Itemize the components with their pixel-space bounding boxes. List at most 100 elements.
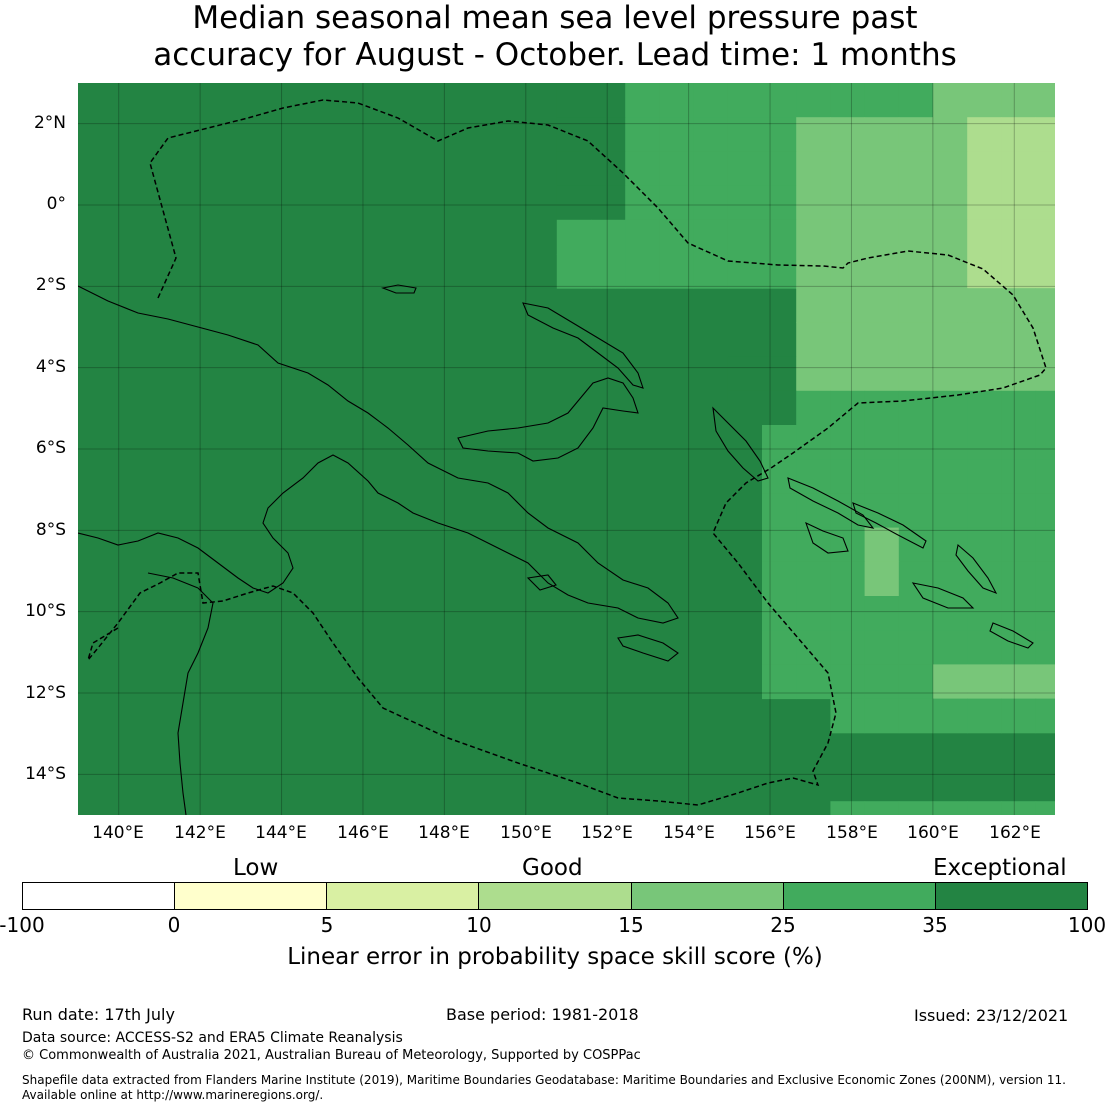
skill-cell xyxy=(967,801,1002,815)
skill-cell xyxy=(625,117,660,152)
copyright: © Commonwealth of Australia 2021, Austra… xyxy=(22,1048,641,1063)
skill-cell xyxy=(967,630,1002,665)
skill-cell xyxy=(864,425,900,460)
lat-tick: 4°S xyxy=(35,357,66,377)
skill-cell xyxy=(967,596,1002,631)
skill-cell xyxy=(1035,151,1055,187)
skill-cell xyxy=(1001,698,1037,734)
skill-cell xyxy=(625,151,660,187)
coastline-cape-york xyxy=(177,587,214,815)
shapefile-credit-1: Shapefile data extracted from Flanders M… xyxy=(22,1073,1066,1087)
skill-cell xyxy=(591,219,626,255)
skill-cell xyxy=(967,493,1002,529)
skill-cell xyxy=(1001,596,1037,631)
skill-cell xyxy=(933,596,968,631)
skill-cell xyxy=(967,288,1002,323)
lat-tick: 14°S xyxy=(25,764,66,784)
skill-cell xyxy=(1001,151,1037,187)
lon-tick: 160°E xyxy=(907,823,959,843)
title-line-1: Median seasonal mean sea level pressure … xyxy=(192,0,918,36)
skill-cell xyxy=(830,185,866,221)
skill-cell xyxy=(762,117,797,152)
skill-cell xyxy=(1001,117,1037,152)
skill-cell xyxy=(933,664,968,700)
skill-cell xyxy=(933,219,968,255)
coastline-bougainville xyxy=(712,406,769,482)
skill-cell xyxy=(830,254,866,289)
skill-cell xyxy=(693,117,729,152)
skill-cell xyxy=(659,185,695,221)
skill-cell xyxy=(933,801,968,815)
skill-cell xyxy=(727,151,763,187)
lon-tick: 152°E xyxy=(581,823,633,843)
lat-tick: 6°S xyxy=(35,438,66,458)
skill-cell xyxy=(898,322,934,358)
lon-tick: 144°E xyxy=(255,823,307,843)
skill-cell xyxy=(830,219,866,255)
skill-cell xyxy=(967,117,1002,152)
skill-cell xyxy=(864,596,900,631)
skill-cell xyxy=(1035,493,1055,529)
skill-cell xyxy=(727,254,763,289)
skill-cell xyxy=(830,630,866,665)
colorbar-segment xyxy=(23,883,176,909)
skill-cell xyxy=(1001,356,1037,392)
shapefile-credit-2: Available online at http://www.marinereg… xyxy=(22,1088,324,1102)
skill-cell xyxy=(762,630,797,665)
colorbar-tick: 25 xyxy=(770,913,796,937)
skill-cell xyxy=(1001,219,1037,255)
skill-cell xyxy=(864,698,900,734)
skill-cell xyxy=(1001,801,1037,815)
skill-cell xyxy=(864,561,900,597)
skill-cell xyxy=(898,83,934,118)
skill-cell xyxy=(693,254,729,289)
skill-cell xyxy=(796,356,831,392)
colorbar-tick: 10 xyxy=(466,913,492,937)
skill-cell xyxy=(864,459,900,494)
skill-cell xyxy=(796,254,831,289)
skill-cell xyxy=(1035,356,1055,392)
skill-cell xyxy=(796,390,831,426)
skill-cell xyxy=(1001,630,1037,665)
coastline-manus xyxy=(381,284,417,294)
coastline-choiseul xyxy=(787,477,875,529)
skill-cell xyxy=(762,356,797,392)
skill-cell xyxy=(591,185,626,221)
skill-cell xyxy=(898,664,934,700)
coastline-new-britain xyxy=(457,377,639,462)
skill-cell xyxy=(762,185,797,221)
skill-cell xyxy=(898,219,934,255)
skill-cell xyxy=(967,527,1002,563)
skill-cell xyxy=(864,664,900,700)
skill-cell xyxy=(864,117,900,152)
skill-cell xyxy=(933,561,968,597)
colorbar-title: Linear error in probability space skill … xyxy=(287,944,823,970)
skill-cell xyxy=(933,151,968,187)
skill-cell xyxy=(1001,390,1037,426)
skill-cell xyxy=(898,801,934,815)
colorbar-category-exceptional: Exceptional xyxy=(933,855,1067,881)
skill-cell xyxy=(864,254,900,289)
skill-cell xyxy=(864,219,900,255)
skill-cell xyxy=(830,288,866,323)
skill-cell xyxy=(864,83,900,118)
lon-tick: 150°E xyxy=(500,823,552,843)
skill-cell xyxy=(898,596,934,631)
skill-cell xyxy=(830,390,866,426)
colorbar xyxy=(22,882,1088,910)
run-date: Run date: 17th July xyxy=(22,1005,175,1024)
skill-cell xyxy=(796,151,831,187)
skill-cell xyxy=(556,117,592,152)
coastline-louisiade xyxy=(617,634,679,662)
skill-cell xyxy=(1035,527,1055,563)
lat-tick: 2°N xyxy=(33,113,66,133)
skill-cell xyxy=(898,356,934,392)
skill-cell xyxy=(1035,630,1055,665)
skill-cell xyxy=(796,288,831,323)
skill-cell xyxy=(967,83,1002,118)
skill-cell xyxy=(762,527,797,563)
skill-cell xyxy=(591,151,626,187)
skill-cell xyxy=(1035,459,1055,494)
skill-cell xyxy=(1035,801,1055,815)
skill-cell xyxy=(556,254,592,289)
